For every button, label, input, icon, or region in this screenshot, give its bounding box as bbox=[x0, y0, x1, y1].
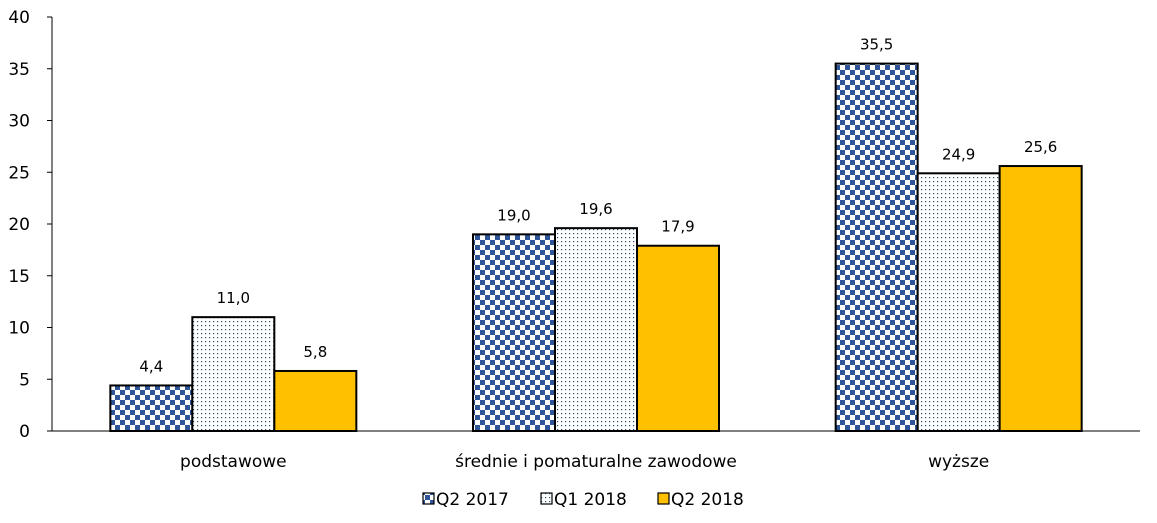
axes: 0 5 10 15 20 25 30 35 40 podstawowe średnie i poma… bbox=[8, 8, 1140, 472]
bar-0-2 bbox=[834, 62, 919, 432]
y-tick-label: 20 bbox=[8, 215, 30, 235]
legend-swatch bbox=[657, 492, 670, 505]
y-tick-label: 35 bbox=[8, 60, 30, 80]
data-label: 35,5 bbox=[860, 36, 893, 54]
bar-0-0 bbox=[109, 384, 194, 432]
y-tick-label: 0 bbox=[19, 422, 30, 442]
y-tick-label: 30 bbox=[8, 112, 30, 132]
legend-swatch bbox=[422, 492, 435, 505]
data-label: 4,4 bbox=[139, 357, 163, 375]
bar-1-1 bbox=[554, 227, 638, 432]
y-tick-label: 5 bbox=[19, 370, 30, 390]
data-labels: 4,4 11,0 5,8 19,0 19,6 17,9 35,5 24,9 25,6 bbox=[139, 36, 1057, 376]
data-label: 24,9 bbox=[942, 145, 975, 163]
legend-label: Q2 2018 bbox=[671, 490, 744, 510]
x-category-label: wyższe bbox=[928, 452, 989, 472]
bars bbox=[109, 62, 1083, 432]
bar-1-2 bbox=[916, 172, 1001, 432]
x-category-label: średnie i pomaturalne zawodowe bbox=[455, 452, 737, 472]
y-tick-label: 40 bbox=[8, 8, 30, 28]
x-category-label: podstawowe bbox=[180, 452, 287, 472]
bar-2-2 bbox=[998, 165, 1083, 432]
y-tick-label: 10 bbox=[8, 319, 30, 339]
legend-swatch bbox=[540, 492, 553, 505]
data-label: 11,0 bbox=[217, 289, 250, 307]
data-label: 19,0 bbox=[497, 206, 530, 224]
legend: Q2 2017 Q1 2018 Q2 2018 bbox=[422, 490, 744, 510]
y-tick-label: 25 bbox=[8, 163, 30, 183]
bar-1-0 bbox=[191, 316, 276, 432]
legend-label: Q1 2018 bbox=[554, 490, 627, 510]
bar-2-0 bbox=[273, 369, 358, 432]
legend-label: Q2 2017 bbox=[436, 490, 509, 510]
bar-2-1 bbox=[636, 244, 720, 432]
data-label: 19,6 bbox=[579, 200, 612, 218]
data-label: 5,8 bbox=[303, 343, 327, 361]
data-label: 25,6 bbox=[1024, 138, 1057, 156]
data-label: 17,9 bbox=[661, 218, 694, 236]
y-tick-label: 15 bbox=[8, 267, 30, 287]
bar-0-1 bbox=[472, 233, 556, 432]
